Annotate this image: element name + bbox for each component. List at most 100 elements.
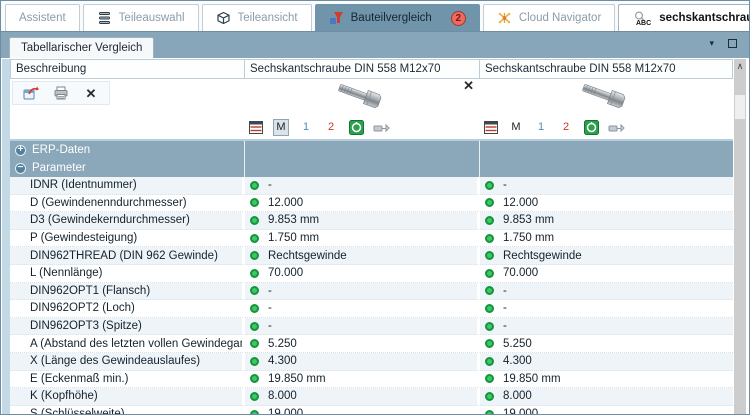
view-options-column-1: M 1 2 [245, 115, 480, 139]
table-view-icon[interactable] [483, 119, 499, 136]
match-status-icon [485, 391, 494, 401]
match-status-icon [485, 180, 494, 190]
table-row: DIN962OPT1 (Flansch) - - [10, 282, 733, 301]
table-row: D (Gewindenenndurchmesser) 12.000 12.000 [10, 194, 733, 213]
compare-count-badge: 2 [450, 10, 466, 26]
value-set-1-button[interactable]: 1 [537, 121, 545, 133]
dropdown-caret-icon[interactable]: ▾ [709, 38, 714, 48]
match-status-icon [485, 286, 494, 296]
match-status-icon [250, 286, 259, 296]
match-status-icon [250, 215, 259, 225]
cloud-navigator-icon [497, 11, 512, 25]
part-column-header-1[interactable]: Sechskantschraube DIN 558 M12x70 [245, 59, 480, 79]
print-icon[interactable] [52, 85, 70, 101]
svg-text:ABC: ABC [636, 20, 651, 26]
table-view-icon[interactable] [248, 119, 264, 136]
scrollbar-thumb[interactable] [735, 95, 745, 119]
match-status-icon [485, 198, 494, 208]
maximize-icon[interactable] [728, 39, 737, 48]
view-options-row: M 1 2 M 1 2 [10, 115, 733, 141]
column-header-row: Beschreibung Sechskantschraube DIN 558 M… [10, 59, 733, 79]
value-set-2-button[interactable]: 2 [562, 121, 570, 133]
tab-teileauswahl[interactable]: Teileauswahl [82, 4, 199, 31]
section-parameter[interactable]: − Parameter [10, 159, 733, 177]
tab-assistent[interactable]: Assistent [5, 4, 80, 31]
match-status-icon [250, 321, 259, 331]
match-status-icon [250, 391, 259, 401]
table-row: DIN962OPT3 (Spitze) - - [10, 317, 733, 336]
match-status-icon [485, 215, 494, 225]
match-status-icon [485, 268, 494, 278]
scroll-up-icon[interactable]: ∧ [734, 59, 746, 73]
value-set-2-button[interactable]: 2 [327, 121, 335, 133]
table-row: K (Kopfhöhe) 8.000 8.000 [10, 388, 733, 406]
match-status-icon [485, 233, 494, 243]
table-row: E (Eckenmaß min.) 19.850 mm 19.850 mm [10, 370, 733, 389]
description-column-header: Beschreibung [10, 59, 245, 79]
table-row: S (Schlüsselweite) 19.000 19.000 [10, 405, 733, 414]
comparison-panel: Beschreibung Sechskantschraube DIN 558 M… [2, 59, 748, 414]
section-label: ERP-Daten [32, 144, 91, 156]
table-row: DIN962OPT2 (Loch) - - [10, 300, 733, 318]
doc-tab-tabellarischer-vergleich[interactable]: Tabellarischer Vergleich [9, 37, 155, 58]
remove-column-icon[interactable]: ✕ [463, 78, 474, 93]
close-comparison-icon[interactable]: ✕ [85, 85, 97, 101]
tab-label: Teileansicht [237, 12, 298, 24]
screw-thumbnail[interactable] [334, 81, 392, 114]
part-column-header-2[interactable]: Sechskantschraube DIN 558 M12x70 [480, 59, 733, 79]
match-status-icon [250, 251, 259, 261]
screw-thumbnail[interactable] [578, 81, 636, 114]
tab-label: sechskantschrauben [659, 12, 749, 24]
panel-controls: ▾ [709, 39, 737, 48]
export-icon[interactable] [22, 85, 40, 101]
match-status-icon [250, 339, 259, 349]
search-abc-icon: ABC [632, 10, 652, 26]
tab-label: Teileauswahl [118, 12, 185, 24]
match-status-icon [250, 268, 259, 278]
tab-search-sechskantschrauben[interactable]: ABC sechskantschrauben [618, 4, 749, 31]
view-options-column-2: M 1 2 [480, 115, 733, 139]
table-row: X (Länge des Gewindeauslaufes) 4.300 4.3… [10, 352, 733, 371]
table-row: D3 (Gewindekerndurchmesser) 9.853 mm 9.8… [10, 212, 733, 230]
main-tab-bar: Assistent Teileauswahl Teileansicht Baut… [1, 1, 749, 31]
expand-icon[interactable]: + [15, 144, 26, 156]
part-view-icon [216, 11, 231, 25]
tab-label: Bauteilvergleich [350, 12, 432, 24]
update-icon[interactable] [583, 119, 599, 136]
comparison-grid: Beschreibung Sechskantschraube DIN 558 M… [10, 59, 733, 414]
master-value-button[interactable]: M [273, 118, 289, 136]
section-label: Parameter [32, 162, 86, 174]
comparison-toolbar: ✕ [12, 81, 110, 105]
update-icon[interactable] [348, 119, 364, 136]
tab-cloud-navigator[interactable]: Cloud Navigator [482, 4, 616, 31]
table-row: DIN962THREAD (DIN 962 Gewinde) Rechtsgew… [10, 247, 733, 265]
tab-label: Assistent [19, 12, 66, 24]
match-status-icon [485, 303, 494, 313]
panel-left-margin [2, 59, 10, 414]
collapse-icon[interactable]: − [15, 162, 26, 174]
tab-bauteilvergleich[interactable]: Bauteilvergleich 2 [314, 4, 480, 31]
match-status-icon [485, 321, 494, 331]
master-value-button[interactable]: M [511, 121, 521, 133]
preview-row: ✕ ✕ [10, 79, 733, 115]
table-row: L (Nennlänge) 70.000 70.000 [10, 264, 733, 283]
toolbar-cell: ✕ [10, 79, 245, 115]
match-status-icon [250, 198, 259, 208]
connection-point-icon[interactable] [608, 119, 626, 136]
match-status-icon [250, 356, 259, 366]
section-erp-daten[interactable]: + ERP-Daten [10, 141, 733, 159]
match-status-icon [250, 303, 259, 313]
tab-teileansicht[interactable]: Teileansicht [201, 4, 312, 31]
connection-point-icon[interactable] [373, 119, 391, 136]
table-row: IDNR (Identnummer) - - [10, 177, 733, 195]
parts-stack-icon [97, 11, 112, 25]
match-status-icon [250, 374, 259, 384]
match-status-icon [485, 339, 494, 349]
value-set-1-button[interactable]: 1 [302, 121, 310, 133]
vertical-scrollbar[interactable]: ∧ [734, 59, 746, 414]
table-row: P (Gewindesteigung) 1.750 mm 1.750 mm [10, 229, 733, 248]
match-status-icon [250, 233, 259, 243]
table-row: A (Abstand des letzten vollen Gewindegan… [10, 335, 733, 353]
part-preview-1: ✕ [245, 79, 480, 115]
